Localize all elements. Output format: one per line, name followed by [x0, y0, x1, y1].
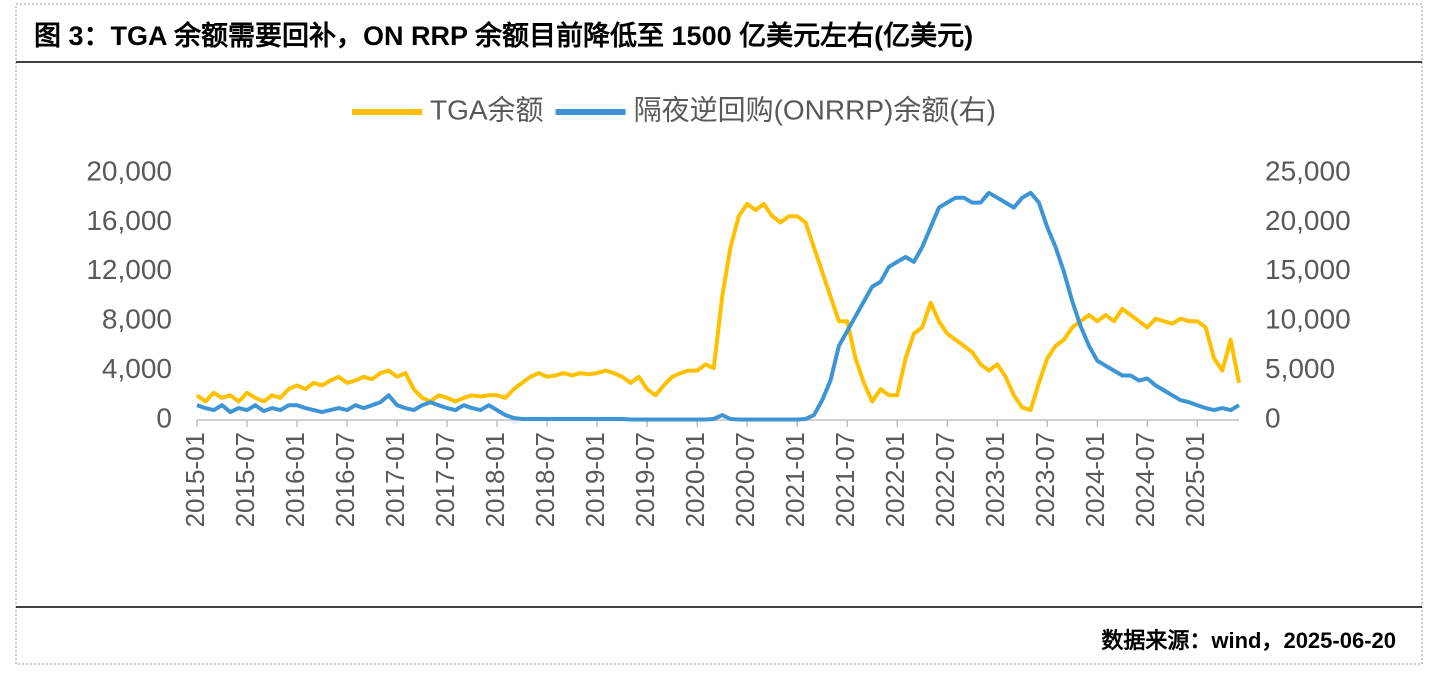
- x-tick-label: 2016-01: [280, 432, 310, 527]
- x-tick-label: 2025-01: [1180, 432, 1210, 527]
- chart-title: 图 3：TGA 余额需要回补，ON RRP 余额目前降低至 1500 亿美元左右…: [34, 20, 973, 51]
- y-tick-label: 25,000: [1265, 155, 1351, 186]
- y-tick-label: 0: [1265, 402, 1281, 433]
- x-tick-label: 2022-07: [930, 432, 960, 527]
- y-tick-label: 0: [156, 402, 172, 433]
- x-tick-label: 2019-01: [580, 432, 610, 527]
- y-tick-label: 10,000: [1265, 304, 1351, 335]
- x-tick-label: 2019-07: [630, 432, 660, 527]
- x-tick-label: 2023-01: [980, 432, 1010, 527]
- series-line: [195, 201, 1241, 413]
- y-tick-label: 20,000: [86, 155, 172, 186]
- y-tick-label: 15,000: [1265, 254, 1351, 285]
- x-tick-label: 2016-07: [330, 432, 360, 527]
- x-tick-label: 2018-07: [530, 432, 560, 527]
- x-tick-label: 2020-01: [680, 432, 710, 527]
- y-tick-label: 4,000: [102, 353, 172, 384]
- source: 数据来源：wind，2025-06-20: [1101, 628, 1396, 653]
- x-tick-label: 2015-07: [230, 432, 260, 527]
- x-tick-label: 2020-07: [730, 432, 760, 527]
- y-tick-label: 8,000: [102, 304, 172, 335]
- y-tick-label: 12,000: [86, 254, 172, 285]
- x-tick-label: 2021-07: [830, 432, 860, 527]
- series-line: [196, 190, 1241, 422]
- x-tick-label: 2015-01: [180, 432, 210, 527]
- legend-label: 隔夜逆回购(ONRRP)余额(右): [634, 94, 996, 125]
- x-tick-label: 2022-01: [880, 432, 910, 527]
- y-tick-label: 20,000: [1265, 205, 1351, 236]
- x-tick-label: 2021-01: [780, 432, 810, 527]
- x-tick-label: 2017-07: [430, 432, 460, 527]
- legend-label: TGA余额: [430, 94, 544, 125]
- frame: [15, 3, 1423, 665]
- x-tick-label: 2024-07: [1130, 432, 1160, 527]
- x-tick-label: 2017-01: [380, 432, 410, 527]
- x-tick-label: 2023-07: [1030, 432, 1060, 527]
- y-tick-label: 16,000: [86, 205, 172, 236]
- x-tick-label: 2018-01: [480, 432, 510, 527]
- y-tick-label: 5,000: [1265, 353, 1335, 384]
- x-tick-label: 2024-01: [1080, 432, 1110, 527]
